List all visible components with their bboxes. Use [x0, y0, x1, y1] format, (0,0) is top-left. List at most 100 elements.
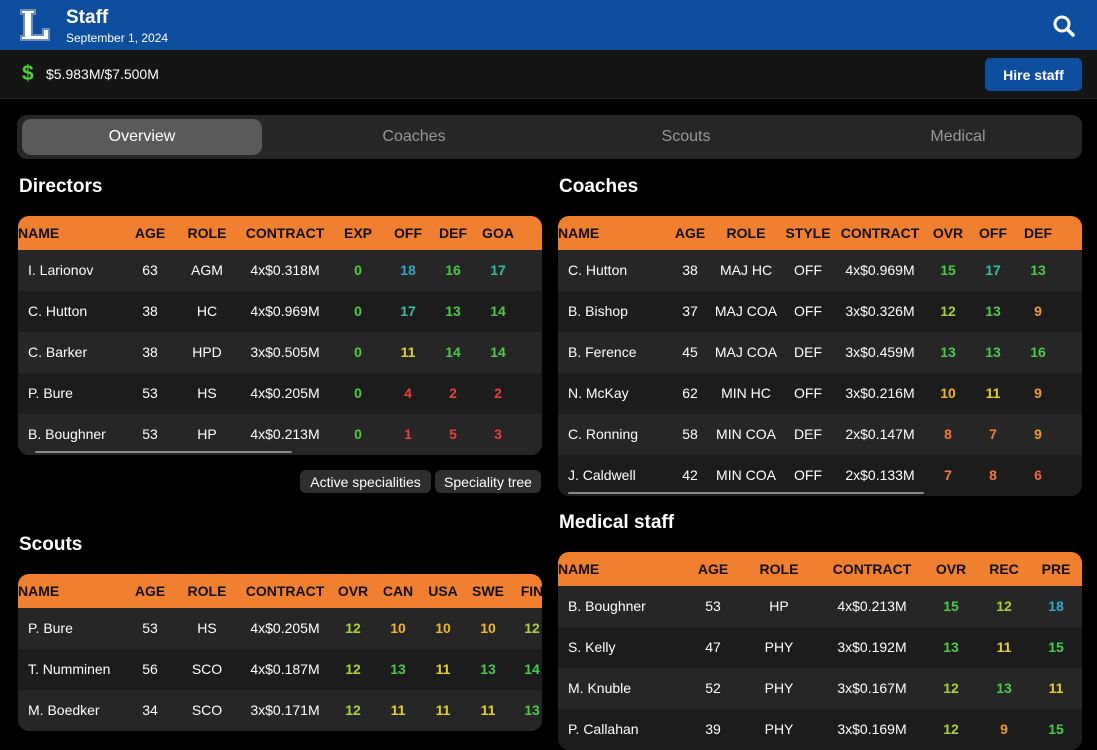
table-row: P. Callahan 39 PHY 3x$0.169M 12 9 15 [558, 709, 1082, 750]
cell: PHY [764, 721, 794, 737]
cell: MAJ HC [719, 262, 773, 278]
staff-name: B. Boughner [568, 598, 646, 614]
cell: HP [769, 598, 789, 614]
column-header: SWE [472, 583, 504, 599]
cell: DEF [794, 426, 822, 442]
rating: 1 [404, 426, 412, 442]
search-button[interactable] [1052, 14, 1076, 38]
cell: OFF [794, 385, 822, 401]
rating: 14 [524, 661, 540, 677]
rating: 13 [996, 680, 1012, 696]
staff-name: T. Numminen [28, 661, 111, 677]
cell: 3x$0.505M [250, 344, 320, 360]
column-header: CONTRACT [245, 225, 325, 241]
speciality-button[interactable]: Speciality tree [435, 470, 541, 493]
column-header: CONTRACT [245, 583, 325, 599]
staff-name: S. Kelly [568, 639, 616, 655]
column-header: ROLE [726, 225, 766, 241]
hire-staff-button[interactable]: Hire staff [985, 58, 1082, 91]
column-header: ROLE [759, 561, 799, 577]
cell: 3x$0.169M [837, 721, 907, 737]
staff-name: J. Caldwell [568, 467, 636, 483]
column-header: EXP [343, 225, 373, 241]
staff-name: P. Callahan [568, 721, 639, 737]
rating: 13 [524, 702, 540, 718]
rating: 12 [345, 620, 361, 636]
column-header: AGE [674, 225, 706, 241]
cell: OFF [794, 262, 822, 278]
tab[interactable]: Overview [22, 119, 262, 155]
rating: 9 [1000, 721, 1008, 737]
rating: 10 [940, 385, 956, 401]
staff-name: M. Knuble [568, 680, 632, 696]
column-header: ROLE [187, 583, 227, 599]
section-title: Coaches [559, 176, 639, 197]
speciality-button[interactable]: Active specialities [300, 470, 431, 493]
rating: 11 [996, 639, 1012, 655]
tab[interactable]: Medical [930, 128, 986, 145]
cell: 4x$0.969M [845, 262, 915, 278]
column-header: DEF [439, 225, 467, 241]
cell: 53 [705, 598, 721, 614]
staff-name: C. Hutton [568, 262, 628, 278]
cell: SCO [191, 702, 223, 718]
tab[interactable]: Scouts [661, 128, 711, 145]
rating: 12 [940, 303, 956, 319]
budget-bar: $ $5.983M/$7.500M Hire staff [0, 50, 1097, 99]
rating: 12 [345, 702, 361, 718]
rating: 12 [524, 620, 540, 636]
cell: MAJ COA [714, 344, 778, 360]
cell: 47 [705, 639, 721, 655]
rating: 5 [449, 426, 457, 442]
rating: 13 [985, 344, 1001, 360]
table-row: N. McKay 62 MIN HC OFF 3x$0.216M 10 11 9 [558, 373, 1082, 414]
page-title: Staff [66, 7, 109, 28]
rating: 15 [1048, 721, 1064, 737]
cell: 4x$0.318M [250, 262, 320, 278]
rating: 0 [354, 385, 362, 401]
rating: 12 [345, 661, 361, 677]
table-row: P. Bure 53 HS 4x$0.205M 12 10 10 10 12 [18, 608, 542, 649]
table-header: NAME AGE ROLE CONTRACT EXP OFF DEF GOA [18, 216, 542, 250]
table: NAME AGE ROLE CONTRACT OVR REC PRE B. Boughner 5… [558, 552, 1082, 750]
cell: 3x$0.326M [845, 303, 915, 319]
cell: 38 [142, 303, 158, 319]
cell: 34 [142, 702, 158, 718]
budget-icon: $ [22, 62, 34, 85]
rating: 11 [390, 702, 406, 718]
cell: MIN COA [716, 467, 776, 483]
column-header: REC [989, 561, 1019, 577]
rating: 13 [1030, 262, 1046, 278]
column-header: OVR [337, 583, 369, 599]
staff-name: C. Ronning [568, 426, 639, 442]
scrollbar [35, 451, 292, 453]
cell: 3x$0.192M [837, 639, 907, 655]
cell: DEF [794, 344, 822, 360]
cell: SCO [191, 661, 223, 677]
table-header: NAME AGE ROLE CONTRACT OVR CAN USA SWE FIN [18, 574, 542, 608]
rating: 17 [490, 262, 506, 278]
table: NAME AGE ROLE CONTRACT OVR CAN USA SWE FIN P. Bur… [18, 574, 542, 731]
staff-name: B. Bishop [568, 303, 628, 319]
table-header: NAME AGE ROLE CONTRACT OVR REC PRE [558, 552, 1082, 586]
rating: 15 [940, 262, 956, 278]
cell: 56 [142, 661, 158, 677]
cell: 4x$0.213M [250, 426, 320, 442]
table: NAME AGE ROLE STYLE CONTRACT OVR OFF DEF C. Hutt… [558, 216, 1082, 496]
table-row: M. Boedker 34 SCO 3x$0.171M 12 11 11 11 13 [18, 690, 542, 731]
staff-name: I. Larionov [28, 262, 94, 278]
cell: 4x$0.213M [837, 598, 907, 614]
cell: 4x$0.205M [250, 620, 320, 636]
rating: 10 [390, 620, 406, 636]
budget: $5.983M/$7.500M [46, 66, 159, 82]
top-bar: Staff September 1, 2024 [0, 0, 1097, 50]
rating: 18 [400, 262, 416, 278]
tab[interactable]: Coaches [382, 128, 446, 145]
rating: 9 [1034, 426, 1042, 442]
table-row: C. Ronning 58 MIN COA DEF 2x$0.147M 8 7 9 [558, 414, 1082, 455]
staff-name: P. Bure [28, 620, 73, 636]
cell: 3x$0.167M [837, 680, 907, 696]
rating: 2 [494, 385, 502, 401]
cell: 53 [142, 426, 158, 442]
